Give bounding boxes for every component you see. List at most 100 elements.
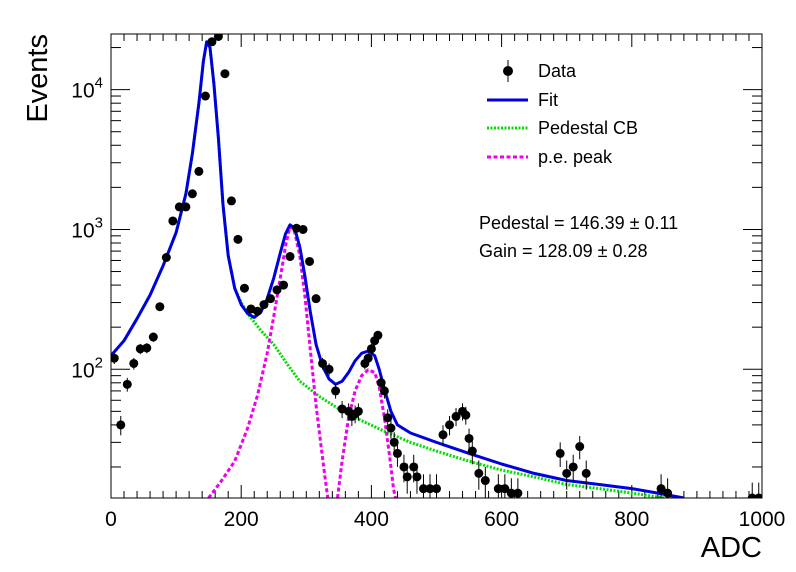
data-marker <box>425 484 435 494</box>
data-marker <box>513 488 523 498</box>
data-point <box>581 460 591 490</box>
data-marker <box>451 411 461 421</box>
data-marker <box>555 448 565 458</box>
data-point <box>663 478 673 498</box>
data-marker <box>122 379 132 389</box>
data-point <box>379 384 389 399</box>
data-point <box>402 463 412 494</box>
data-marker <box>233 234 243 244</box>
data-point <box>311 294 321 304</box>
data-point <box>233 234 243 244</box>
data-point <box>142 343 152 354</box>
data-marker <box>174 202 184 212</box>
data-marker <box>480 476 490 486</box>
data-marker <box>402 472 412 482</box>
data-marker <box>285 252 295 262</box>
data-marker <box>409 462 419 472</box>
data-marker <box>575 442 585 452</box>
data-point <box>418 474 428 498</box>
data-point <box>445 415 455 436</box>
fit-curve <box>111 40 685 498</box>
data-marker <box>311 294 321 304</box>
data-point <box>480 466 490 498</box>
data-marker <box>155 302 165 312</box>
data-point <box>155 302 165 312</box>
data-point <box>451 408 461 427</box>
data-marker <box>213 34 223 41</box>
data-marker <box>493 484 503 494</box>
data-point <box>161 253 171 263</box>
data-point <box>363 352 373 365</box>
x-tick-label: 1000 <box>739 508 786 531</box>
data-marker <box>392 448 402 458</box>
data-marker <box>239 283 249 293</box>
x-tick-label: 200 <box>224 508 259 531</box>
x-tick-label: 400 <box>354 508 389 531</box>
data-marker <box>305 256 315 266</box>
data-marker <box>500 484 510 494</box>
data-point <box>187 189 197 199</box>
data-marker <box>363 353 373 363</box>
data-marker <box>445 420 455 430</box>
legend-fit-label: Fit <box>538 90 558 110</box>
data-point <box>425 474 435 498</box>
data-marker <box>129 358 139 368</box>
data-point <box>461 406 471 425</box>
data-marker <box>461 410 471 420</box>
data-point <box>194 166 204 176</box>
legend-data-marker <box>503 66 513 76</box>
p-e-peak-curve <box>207 225 330 498</box>
data-marker <box>379 386 389 396</box>
x-tick-labels: 0 200 400 600 800 1000 <box>105 508 785 531</box>
fit-curves <box>111 40 685 498</box>
data-point <box>213 34 223 41</box>
data-point <box>464 428 474 451</box>
y-tick-labels: 102 103 104 <box>71 75 103 383</box>
data-point <box>298 224 308 234</box>
data-points <box>111 34 762 498</box>
data-marker <box>562 468 572 478</box>
data-marker <box>220 69 230 79</box>
data-marker <box>754 493 762 498</box>
x-tick-label: 800 <box>614 508 649 531</box>
pedestal-annotation: Pedestal = 146.39 ± 0.11 <box>479 213 678 233</box>
data-marker <box>467 446 477 456</box>
data-marker <box>226 196 236 206</box>
data-marker <box>298 224 308 234</box>
data-marker <box>376 378 386 388</box>
data-point <box>259 300 269 310</box>
data-marker <box>373 330 383 340</box>
data-point <box>562 460 572 490</box>
data-point <box>324 363 334 376</box>
data-marker <box>399 462 409 472</box>
data-point <box>111 352 119 365</box>
data-marker <box>259 300 269 310</box>
data-marker <box>464 433 474 443</box>
plot-frame <box>110 33 763 499</box>
data-marker <box>506 488 516 498</box>
data-marker <box>418 484 428 494</box>
data-marker <box>318 358 328 368</box>
data-point <box>568 454 578 483</box>
data-point <box>305 256 315 266</box>
data-marker <box>200 91 210 101</box>
data-point <box>656 474 666 498</box>
y-axis-title: Events <box>22 34 54 123</box>
legend-pedestal-label: Pedestal CB <box>538 118 638 138</box>
data-marker <box>279 280 289 290</box>
data-marker <box>111 353 119 363</box>
data-point <box>272 285 282 295</box>
data-point <box>353 403 363 421</box>
data-point <box>239 283 249 293</box>
data-marker <box>161 253 171 263</box>
legend-pe-label: p.e. peak <box>538 147 613 167</box>
axis-ticks <box>110 34 763 498</box>
data-point <box>500 474 510 498</box>
data-marker <box>194 166 204 176</box>
y-tick-label: 102 <box>71 354 103 382</box>
data-marker <box>272 285 282 295</box>
data-point <box>506 478 516 498</box>
data-marker <box>265 294 275 304</box>
